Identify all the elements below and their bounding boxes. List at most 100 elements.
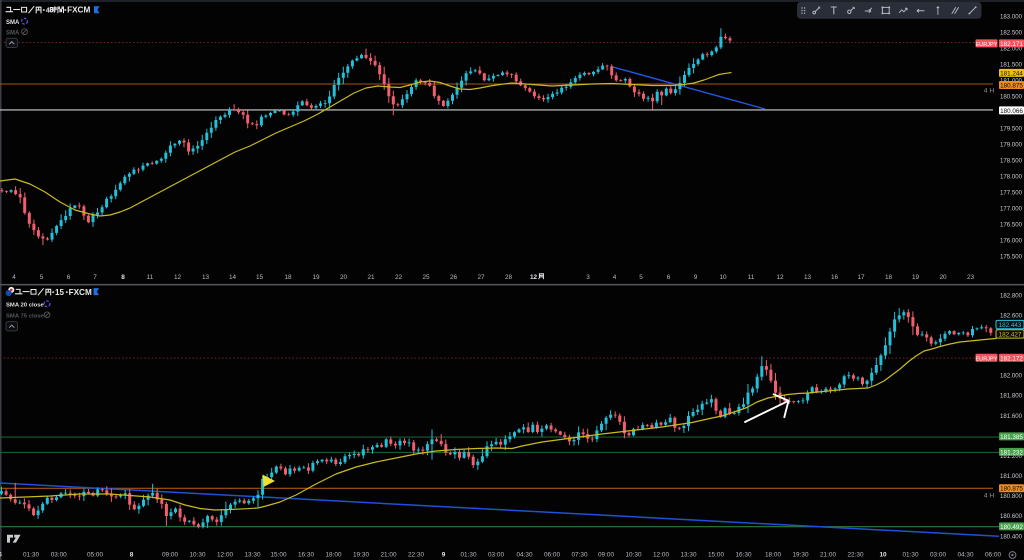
svg-text:21:00: 21:00 [820, 551, 836, 558]
svg-text:182.443: 182.443 [999, 322, 1022, 329]
svg-text:180.875: 180.875 [1000, 83, 1023, 90]
svg-text:12: 12 [530, 274, 538, 281]
svg-text:03:00: 03:00 [51, 551, 67, 558]
svg-text:5: 5 [639, 274, 643, 281]
svg-text:09:00: 09:00 [598, 551, 614, 558]
svg-text:04:30: 04:30 [517, 551, 533, 558]
svg-text:181.232: 181.232 [1000, 449, 1023, 456]
svg-text:176.500: 176.500 [1000, 221, 1023, 228]
svg-text:13: 13 [202, 274, 210, 281]
svg-text:181.800: 181.800 [1000, 393, 1023, 400]
svg-text:8: 8 [121, 274, 125, 281]
svg-text:4 H: 4 H [984, 87, 995, 94]
svg-text:20: 20 [340, 274, 348, 281]
svg-text:01:30: 01:30 [903, 551, 919, 558]
svg-text:28: 28 [505, 274, 513, 281]
svg-text:6: 6 [667, 274, 671, 281]
svg-text:13:30: 13:30 [245, 551, 261, 558]
svg-text:177.000: 177.000 [1000, 205, 1023, 212]
svg-text:10: 10 [719, 274, 727, 281]
svg-text:9: 9 [694, 274, 698, 281]
svg-text:20: 20 [939, 274, 947, 281]
svg-text:21: 21 [367, 274, 375, 281]
svg-text:180.500: 180.500 [1000, 93, 1023, 100]
svg-text:3: 3 [586, 274, 590, 281]
svg-text:07:30: 07:30 [572, 551, 588, 558]
svg-text:FXCM: FXCM [67, 6, 90, 15]
svg-text:12:00: 12:00 [217, 551, 233, 558]
svg-text:6: 6 [0, 551, 2, 558]
svg-text:182.171: 182.171 [1000, 41, 1023, 48]
svg-text:SMA: SMA [6, 20, 20, 26]
svg-text:16: 16 [831, 274, 839, 281]
svg-text:178.000: 178.000 [1000, 173, 1023, 180]
svg-text:181.244: 181.244 [1000, 70, 1023, 77]
svg-text:15:00: 15:00 [271, 551, 287, 558]
svg-text:180.800: 180.800 [1000, 493, 1023, 500]
svg-text:SMA: SMA [6, 30, 20, 36]
svg-text:26: 26 [450, 274, 458, 281]
svg-text:182.600: 182.600 [1000, 312, 1023, 319]
svg-text:10: 10 [879, 551, 887, 558]
svg-text:22:30: 22:30 [848, 551, 864, 558]
svg-text:13: 13 [804, 274, 812, 281]
svg-text:175.500: 175.500 [1000, 253, 1023, 260]
svg-text:04:30: 04:30 [958, 551, 974, 558]
svg-text:14: 14 [229, 274, 237, 281]
svg-text:4: 4 [46, 6, 51, 15]
svg-text:19: 19 [312, 274, 320, 281]
svg-text:7: 7 [93, 274, 97, 281]
svg-text:23: 23 [967, 274, 975, 281]
svg-text:181.385: 181.385 [1000, 434, 1023, 441]
svg-text:16:30: 16:30 [736, 551, 752, 558]
svg-text:181.000: 181.000 [1000, 473, 1023, 480]
svg-text:4: 4 [613, 274, 617, 281]
svg-text:180.400: 180.400 [1000, 533, 1023, 540]
svg-text:01:30: 01:30 [461, 551, 477, 558]
svg-text:12:00: 12:00 [653, 551, 669, 558]
svg-text:183.000: 183.000 [1000, 13, 1023, 20]
svg-text:05:00: 05:00 [87, 551, 103, 558]
svg-text:18:00: 18:00 [326, 551, 342, 558]
svg-text:180.875: 180.875 [1000, 486, 1023, 493]
svg-text:17: 17 [857, 274, 865, 281]
svg-text:4: 4 [12, 274, 16, 281]
svg-text:178.500: 178.500 [1000, 157, 1023, 164]
svg-text:19: 19 [912, 274, 920, 281]
svg-text:10:30: 10:30 [626, 551, 642, 558]
svg-text:176.000: 176.000 [1000, 237, 1023, 244]
svg-text:6: 6 [67, 274, 71, 281]
svg-text:03:00: 03:00 [930, 551, 946, 558]
svg-text:FXCM: FXCM [69, 288, 92, 297]
svg-text:27: 27 [477, 274, 485, 281]
svg-text:01:30: 01:30 [23, 551, 39, 558]
svg-text:182.427: 182.427 [999, 331, 1022, 338]
svg-text:9: 9 [442, 551, 446, 558]
svg-text:177.500: 177.500 [1000, 189, 1023, 196]
svg-text:18: 18 [284, 274, 292, 281]
svg-text:SMA 75 close: SMA 75 close [6, 313, 44, 319]
svg-text:06:00: 06:00 [544, 551, 560, 558]
svg-text:19:30: 19:30 [793, 551, 809, 558]
svg-text:SMA 20 close: SMA 20 close [6, 302, 44, 308]
svg-text:182.500: 182.500 [1000, 29, 1023, 36]
svg-text:8: 8 [130, 551, 134, 558]
svg-text:25: 25 [422, 274, 430, 281]
svg-text:5: 5 [40, 274, 44, 281]
svg-text:EURJPY: EURJPY [975, 42, 997, 48]
svg-text:15:00: 15:00 [708, 551, 724, 558]
svg-text:18: 18 [885, 274, 893, 281]
svg-text:12: 12 [174, 274, 182, 281]
svg-text:182.000: 182.000 [1000, 373, 1023, 380]
svg-text:03:00: 03:00 [488, 551, 504, 558]
svg-text:11: 11 [748, 274, 755, 281]
svg-text:12: 12 [776, 274, 784, 281]
svg-text:15: 15 [256, 274, 264, 281]
svg-text:182.000: 182.000 [1000, 45, 1023, 52]
svg-text:181.200: 181.200 [1000, 453, 1023, 460]
svg-text:EURJPY: EURJPY [975, 356, 997, 362]
svg-text:06:00: 06:00 [985, 551, 1001, 558]
svg-text:4 H: 4 H [984, 492, 995, 499]
svg-text:16:30: 16:30 [298, 551, 314, 558]
svg-text:13:30: 13:30 [681, 551, 697, 558]
